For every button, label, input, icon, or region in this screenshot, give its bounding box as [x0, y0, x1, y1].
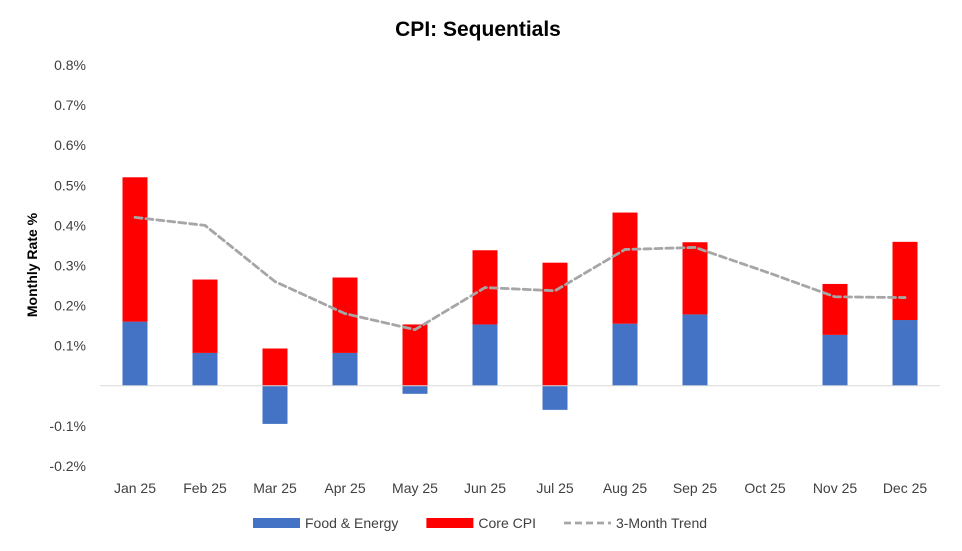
y-tick-label: -0.1% [49, 418, 86, 434]
y-axis-label: Monthly Rate % [24, 212, 40, 317]
bars-group [122, 177, 918, 424]
bar-food-energy [122, 321, 148, 386]
bar-core-cpi [892, 241, 918, 321]
bar-core-cpi [122, 177, 148, 322]
bar-food-energy [262, 385, 288, 424]
legend: Food & Energy Core CPI 3-Month Trend [253, 515, 707, 531]
legend-label-core-cpi: Core CPI [478, 515, 536, 531]
x-tick-label: Nov 25 [813, 480, 858, 496]
bar-food-energy [542, 385, 568, 410]
x-tick-label: Mar 25 [253, 480, 297, 496]
legend-label-food-energy: Food & Energy [305, 515, 398, 531]
y-tick-label: 0.3% [54, 258, 86, 274]
bar-core-cpi [682, 242, 708, 315]
y-tick-label: -0.2% [49, 458, 86, 474]
x-tick-label: Apr 25 [324, 480, 365, 496]
trend-line-group [133, 215, 907, 332]
y-tick-label: 0.7% [54, 97, 86, 113]
x-tick-label: Feb 25 [183, 480, 227, 496]
x-axis-ticks: Jan 25 Feb 25 Mar 25 Apr 25 May 25 Jun 25 Jul … [114, 480, 927, 496]
bar-core-cpi [542, 262, 568, 386]
y-axis-ticks: 0.8% 0.7% 0.6% 0.5% 0.4% 0.3% 0.2% 0.1% -0.1% -0.… [49, 57, 86, 474]
x-tick-label: Jul 25 [536, 480, 574, 496]
x-tick-label: Jan 25 [114, 480, 156, 496]
bar-core-cpi [402, 324, 428, 386]
legend-swatch-core-cpi [426, 518, 474, 528]
x-tick-label: Oct 25 [744, 480, 785, 496]
x-tick-label: May 25 [392, 480, 438, 496]
trend-line [133, 215, 907, 332]
bar-core-cpi [822, 283, 848, 335]
x-tick-label: Jun 25 [464, 480, 506, 496]
chart-title: CPI: Sequentials [395, 18, 561, 41]
bar-food-energy [682, 314, 708, 386]
x-tick-label: Dec 25 [883, 480, 928, 496]
bar-food-energy [332, 352, 358, 386]
bar-core-cpi [612, 212, 638, 324]
legend-swatch-food-energy [253, 518, 300, 528]
bar-core-cpi [262, 348, 288, 386]
bar-food-energy [612, 323, 638, 386]
y-tick-label: 0.2% [54, 298, 86, 314]
y-tick-label: 0.4% [54, 217, 86, 233]
bar-food-energy [192, 352, 218, 386]
x-tick-label: Sep 25 [673, 480, 718, 496]
bar-food-energy [822, 334, 848, 386]
legend-label-3-month-trend: 3-Month Trend [616, 515, 707, 531]
bar-food-energy [402, 385, 428, 394]
x-tick-label: Aug 25 [603, 480, 648, 496]
bar-food-energy [892, 320, 918, 386]
bar-core-cpi [192, 279, 218, 353]
y-tick-label: 0.8% [54, 57, 86, 73]
y-tick-label: 0.1% [54, 338, 86, 354]
y-tick-label: 0.6% [54, 137, 86, 153]
bar-food-energy [472, 324, 498, 386]
y-tick-label: 0.5% [54, 177, 86, 193]
